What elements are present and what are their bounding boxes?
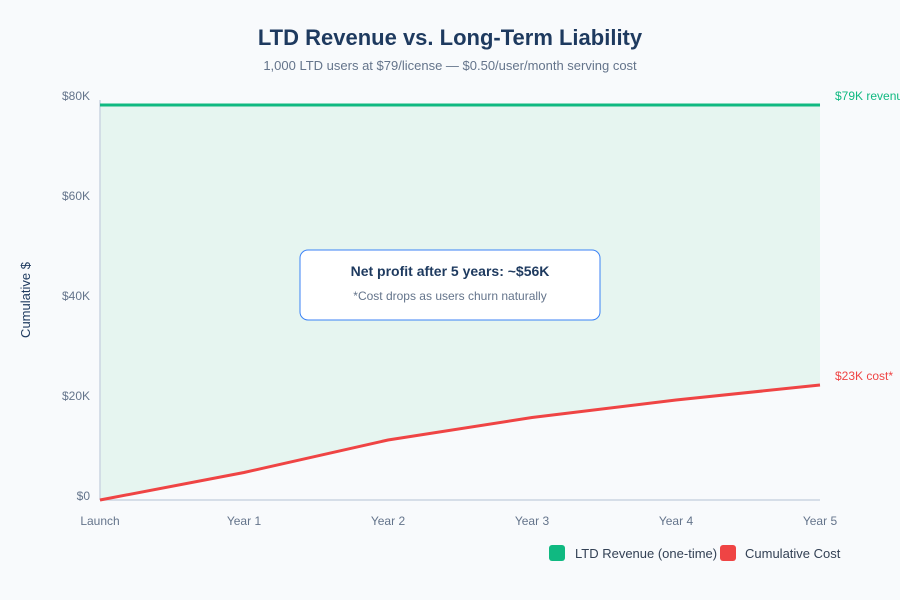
x-tick-label: Year 2 xyxy=(371,514,406,528)
annotation-title: Net profit after 5 years: ~$56K xyxy=(351,263,550,279)
y-tick-label: $20K xyxy=(62,389,90,403)
y-tick-label: $0 xyxy=(77,489,91,503)
y-tick-label: $80K xyxy=(62,89,90,103)
y-tick-label: $60K xyxy=(62,189,90,203)
x-tick-label: Launch xyxy=(80,514,119,528)
chart-title: LTD Revenue vs. Long-Term Liability xyxy=(258,25,643,50)
legend-swatch-revenue xyxy=(549,545,565,561)
annotation-frame xyxy=(299,249,601,321)
x-tick-label: Year 3 xyxy=(515,514,550,528)
series-end-label: $79K revenue xyxy=(835,89,900,103)
series-end-label: $23K cost* xyxy=(835,369,893,383)
legend-swatch-cost xyxy=(720,545,736,561)
chart-subtitle: 1,000 LTD users at $79/license — $0.50/u… xyxy=(263,58,637,73)
x-tick-label: Year 4 xyxy=(659,514,694,528)
series-line-1 xyxy=(99,383,821,502)
annotation-box: Net profit after 5 years: ~$56K *Cost dr… xyxy=(299,249,601,321)
y-tick-label: $40K xyxy=(62,289,90,303)
legend-label-revenue: LTD Revenue (one-time) xyxy=(575,546,717,561)
y-axis-label: Cumulative $ xyxy=(18,261,33,338)
annotation-note: *Cost drops as users churn naturally xyxy=(353,289,546,303)
legend-label-cost: Cumulative Cost xyxy=(745,546,841,561)
legend: LTD Revenue (one-time) Cumulative Cost xyxy=(549,545,841,561)
x-tick-label: Year 5 xyxy=(803,514,838,528)
x-tick-label: Year 1 xyxy=(227,514,262,528)
